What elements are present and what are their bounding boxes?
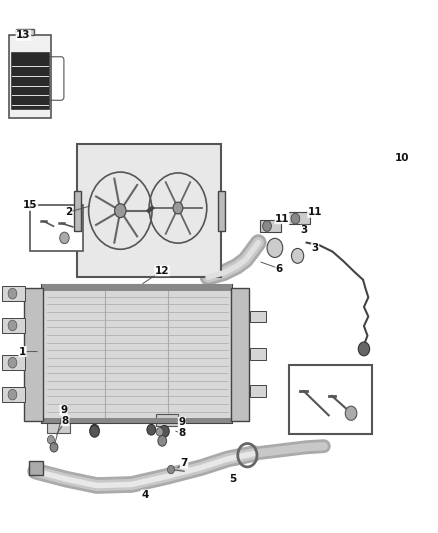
Bar — [11, 52, 49, 109]
Text: 11: 11 — [275, 214, 290, 224]
Text: 9: 9 — [178, 417, 185, 427]
Bar — [42, 285, 232, 423]
Bar — [251, 385, 266, 397]
Circle shape — [8, 288, 17, 299]
Bar — [29, 461, 43, 475]
Circle shape — [50, 442, 58, 452]
Bar — [251, 311, 266, 322]
Circle shape — [8, 389, 17, 400]
Circle shape — [345, 406, 357, 421]
Text: 2: 2 — [65, 207, 72, 217]
Text: 12: 12 — [155, 266, 170, 276]
Bar — [289, 365, 372, 434]
Circle shape — [8, 358, 17, 368]
Bar — [261, 220, 282, 232]
Bar — [289, 212, 310, 224]
Text: 3: 3 — [300, 225, 308, 236]
Circle shape — [8, 320, 17, 331]
Text: 15: 15 — [23, 200, 38, 211]
Circle shape — [291, 248, 304, 263]
Bar — [2, 356, 25, 370]
Bar — [2, 387, 25, 402]
Text: 3: 3 — [311, 243, 319, 253]
Text: 10: 10 — [395, 152, 410, 163]
Circle shape — [291, 213, 300, 224]
Circle shape — [115, 204, 126, 217]
Text: 4: 4 — [141, 490, 148, 500]
Bar — [74, 191, 81, 231]
Bar — [10, 35, 51, 118]
Text: 13: 13 — [16, 30, 31, 41]
Circle shape — [263, 221, 272, 231]
Circle shape — [358, 342, 370, 356]
Circle shape — [147, 424, 155, 435]
Bar — [251, 348, 266, 360]
Text: 7: 7 — [180, 458, 188, 468]
Circle shape — [47, 435, 54, 444]
Text: 1: 1 — [19, 346, 26, 357]
Bar — [30, 205, 83, 251]
Bar — [16, 29, 34, 35]
Bar — [77, 144, 221, 277]
Bar — [24, 288, 43, 421]
Text: 6: 6 — [276, 264, 283, 273]
Circle shape — [90, 424, 99, 435]
Bar — [42, 418, 232, 423]
Text: 8: 8 — [178, 429, 186, 439]
Circle shape — [156, 427, 163, 436]
Bar — [218, 191, 225, 231]
Text: 11: 11 — [308, 207, 322, 217]
Text: 8: 8 — [62, 416, 69, 426]
Circle shape — [60, 232, 69, 244]
Circle shape — [173, 202, 183, 214]
Bar — [42, 285, 232, 423]
Circle shape — [90, 425, 99, 437]
Bar — [2, 318, 25, 333]
Bar — [47, 421, 70, 433]
Bar — [42, 284, 232, 292]
Text: 5: 5 — [230, 474, 237, 484]
Text: 9: 9 — [60, 405, 67, 415]
Circle shape — [267, 238, 283, 257]
Circle shape — [167, 465, 174, 474]
Bar — [155, 414, 177, 426]
Bar — [231, 288, 249, 421]
Circle shape — [159, 425, 169, 437]
Circle shape — [158, 435, 166, 446]
Bar — [2, 286, 25, 301]
